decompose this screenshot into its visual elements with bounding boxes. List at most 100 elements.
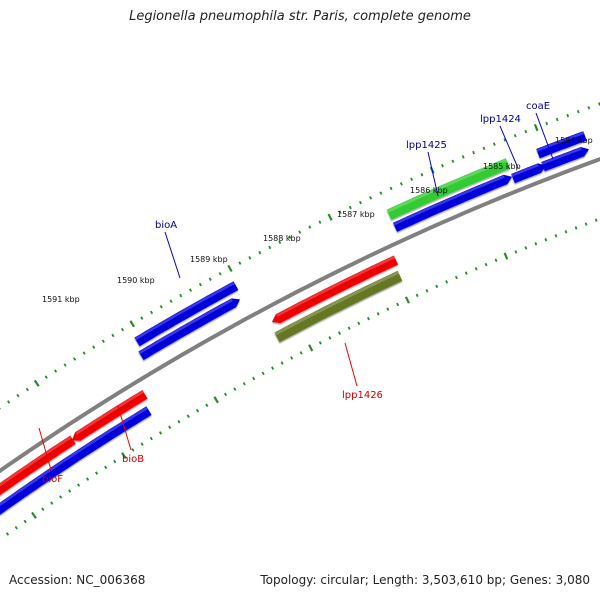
minor-tick xyxy=(386,307,390,311)
minor-tick xyxy=(120,327,125,332)
minor-tick xyxy=(7,400,11,404)
minor-tick xyxy=(482,146,486,151)
minor-tick xyxy=(261,371,265,376)
leader-line xyxy=(164,231,181,279)
major-tick xyxy=(327,213,333,221)
minor-tick xyxy=(278,240,282,244)
tick-label: 1587 kbp xyxy=(337,210,375,219)
minor-tick xyxy=(338,210,342,214)
minor-tick xyxy=(494,258,498,263)
minor-tick xyxy=(92,345,96,349)
minor-tick xyxy=(111,333,115,338)
leader-line xyxy=(117,405,132,451)
major-tick xyxy=(308,344,314,352)
gene-label-bioB: bioB xyxy=(122,454,144,465)
tick-label: 1584 kbp xyxy=(555,136,593,145)
minor-tick xyxy=(415,293,419,298)
gene-label-lpp1424: lpp1424 xyxy=(480,114,521,125)
minor-tick xyxy=(290,356,294,360)
minor-tick xyxy=(524,246,528,250)
minor-tick xyxy=(140,316,144,320)
backbone-layer xyxy=(0,156,600,474)
gene-lpp1425-green xyxy=(386,158,511,220)
minor-tick xyxy=(186,414,190,418)
minor-tick xyxy=(514,250,518,254)
major-tick xyxy=(31,511,37,519)
tick-label: 1589 kbp xyxy=(190,255,228,264)
minor-tick xyxy=(379,191,383,195)
minor-tick xyxy=(50,501,54,505)
minor-tick xyxy=(280,361,284,365)
minor-tick xyxy=(503,138,507,142)
major-tick xyxy=(503,252,509,260)
tick-marks xyxy=(0,102,600,542)
tick-label: 1588 kbp xyxy=(263,234,301,243)
minor-tick xyxy=(318,341,322,345)
topology-text: Topology: circular; Length: 3,503,610 bp… xyxy=(260,573,590,587)
minor-tick xyxy=(41,507,45,512)
minor-tick xyxy=(299,351,303,355)
minor-tick xyxy=(366,316,370,321)
minor-tick xyxy=(484,262,488,267)
minor-tick xyxy=(358,200,362,205)
major-tick xyxy=(33,379,40,387)
minor-tick xyxy=(594,218,598,222)
gene-bioB-red xyxy=(72,390,148,441)
minor-tick xyxy=(252,376,256,381)
minor-tick xyxy=(238,261,242,265)
major-tick xyxy=(213,396,219,404)
minor-tick xyxy=(410,177,414,181)
minor-tick xyxy=(298,230,302,234)
minor-tick xyxy=(14,525,18,530)
minor-tick xyxy=(149,436,153,441)
gene-coaE-inner xyxy=(541,147,589,172)
minor-tick xyxy=(101,339,105,343)
minor-tick xyxy=(454,275,458,280)
minor-tick xyxy=(131,448,135,452)
minor-tick xyxy=(441,163,444,168)
leader-line xyxy=(344,342,358,387)
major-tick xyxy=(121,452,127,460)
minor-tick xyxy=(104,465,108,470)
minor-tick xyxy=(584,222,588,226)
minor-tick xyxy=(59,495,63,499)
minor-tick xyxy=(396,302,400,307)
minor-tick xyxy=(44,375,48,379)
minor-tick xyxy=(179,293,183,298)
tick-label: 1585 kbp xyxy=(483,162,521,171)
minor-tick xyxy=(159,305,163,309)
gene-bioF-red xyxy=(0,435,76,496)
minor-tick xyxy=(198,282,202,287)
minor-tick xyxy=(566,113,570,118)
minor-tick xyxy=(534,242,538,246)
major-tick xyxy=(533,123,539,132)
minor-tick xyxy=(168,425,172,429)
minor-tick xyxy=(73,357,77,361)
inner-tick-ring xyxy=(0,218,598,542)
minor-tick xyxy=(82,351,86,355)
minor-tick xyxy=(308,225,312,229)
tick-label: 1590 kbp xyxy=(117,276,155,285)
minor-tick xyxy=(95,471,99,475)
label-leaders xyxy=(38,112,554,471)
minor-tick xyxy=(435,284,439,289)
minor-tick xyxy=(389,186,393,191)
minor-tick xyxy=(195,408,200,413)
minor-tick xyxy=(5,532,10,536)
major-tick xyxy=(227,264,233,273)
accession-text: Accession: NC_006368 xyxy=(9,573,146,587)
minor-tick xyxy=(348,205,352,210)
minor-tick xyxy=(369,196,373,200)
minor-tick xyxy=(150,310,154,315)
feature-layer xyxy=(0,131,589,515)
minor-tick xyxy=(113,459,117,464)
minor-tick xyxy=(564,230,568,234)
gene-bioF-blue xyxy=(0,452,80,515)
minor-tick xyxy=(445,280,449,284)
minor-tick xyxy=(555,117,559,122)
minor-tick xyxy=(224,392,227,397)
minor-tick xyxy=(376,312,380,316)
minor-tick xyxy=(461,155,465,159)
leader-line xyxy=(499,125,519,169)
minor-tick xyxy=(54,369,58,373)
